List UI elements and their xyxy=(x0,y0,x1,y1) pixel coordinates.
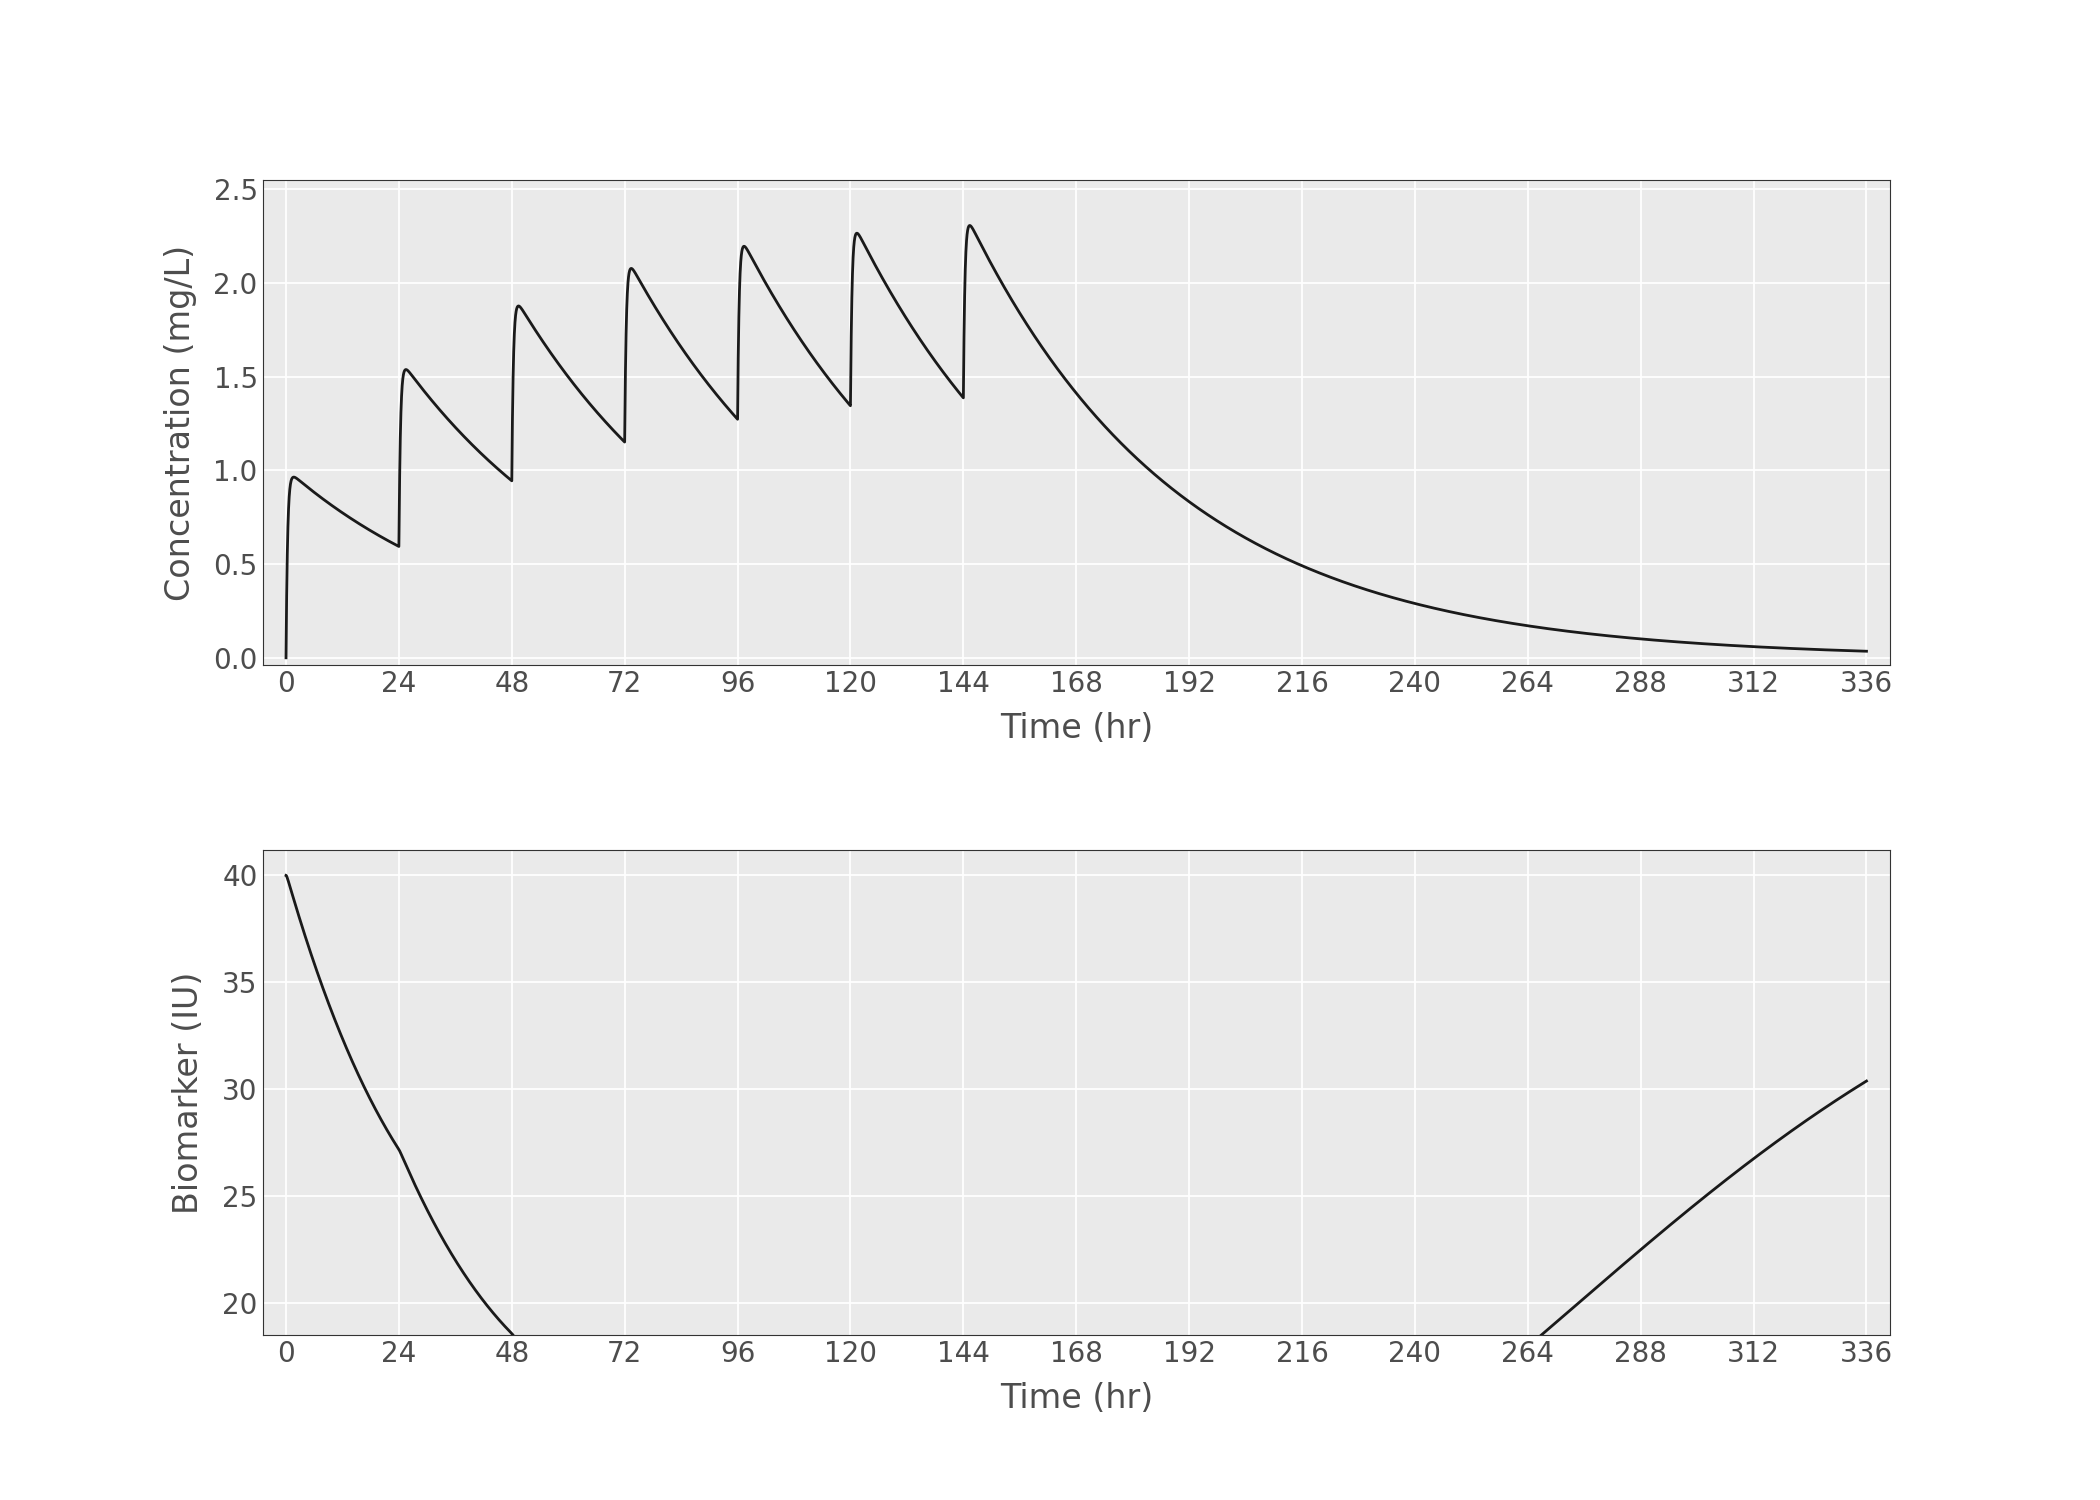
Y-axis label: Concentration (mg/L): Concentration (mg/L) xyxy=(164,244,197,600)
Y-axis label: Biomarker (IU): Biomarker (IU) xyxy=(172,970,206,1214)
X-axis label: Time (hr): Time (hr) xyxy=(1000,712,1153,746)
X-axis label: Time (hr): Time (hr) xyxy=(1000,1382,1153,1414)
